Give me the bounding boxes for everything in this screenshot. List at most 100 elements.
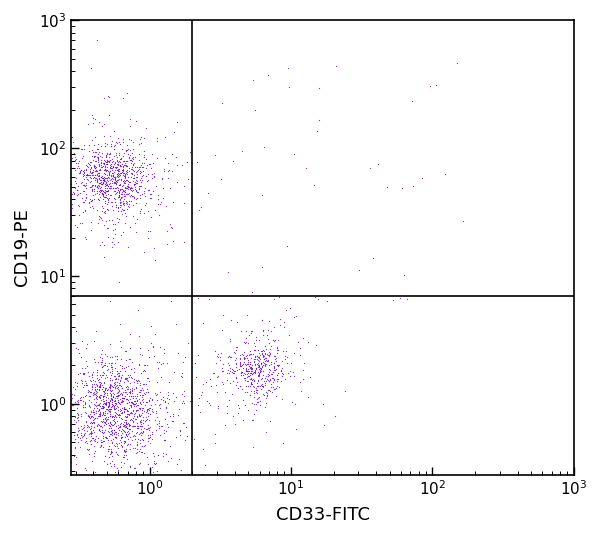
Point bbox=[243, 338, 253, 347]
Point bbox=[125, 403, 134, 412]
Point bbox=[116, 230, 125, 239]
Point bbox=[91, 390, 101, 399]
Point bbox=[92, 186, 101, 195]
Point bbox=[78, 424, 88, 432]
Point bbox=[154, 200, 163, 209]
Point bbox=[107, 395, 116, 404]
Point bbox=[113, 466, 122, 474]
Point bbox=[102, 473, 112, 481]
Point bbox=[55, 404, 65, 412]
Point bbox=[227, 390, 237, 398]
Point bbox=[274, 383, 284, 391]
Point bbox=[265, 387, 274, 395]
Point bbox=[134, 430, 144, 438]
Point bbox=[16, 351, 26, 360]
Point bbox=[101, 167, 110, 176]
Point bbox=[156, 489, 166, 498]
Point bbox=[254, 369, 263, 378]
Point bbox=[87, 419, 97, 427]
Point bbox=[136, 178, 146, 187]
Point bbox=[76, 168, 85, 176]
Point bbox=[138, 395, 148, 403]
Point bbox=[94, 381, 104, 390]
Point bbox=[110, 173, 119, 182]
Point bbox=[120, 447, 130, 455]
Point bbox=[114, 368, 124, 377]
Point bbox=[274, 345, 283, 354]
Point bbox=[83, 387, 93, 396]
Point bbox=[151, 400, 160, 408]
Point bbox=[94, 140, 103, 148]
Point bbox=[94, 410, 103, 418]
Point bbox=[102, 157, 112, 165]
Point bbox=[107, 402, 116, 411]
Point bbox=[293, 337, 302, 346]
Point bbox=[107, 164, 117, 173]
Point bbox=[279, 323, 289, 331]
Point bbox=[254, 363, 264, 372]
Point bbox=[71, 344, 80, 352]
Point bbox=[260, 359, 270, 368]
Point bbox=[100, 184, 110, 192]
Point bbox=[98, 403, 107, 411]
Point bbox=[107, 396, 117, 404]
Point bbox=[152, 467, 161, 476]
Point bbox=[119, 186, 129, 195]
Point bbox=[99, 411, 109, 419]
Point bbox=[118, 429, 127, 437]
Point bbox=[166, 223, 175, 231]
Point bbox=[128, 432, 138, 440]
Point bbox=[89, 415, 99, 423]
Point bbox=[238, 361, 247, 369]
Point bbox=[112, 153, 122, 162]
Point bbox=[115, 407, 125, 416]
Point bbox=[103, 402, 112, 411]
Point bbox=[90, 182, 100, 190]
Point bbox=[211, 439, 220, 447]
Point bbox=[85, 195, 95, 204]
Point bbox=[121, 147, 131, 156]
Point bbox=[110, 384, 120, 393]
Point bbox=[232, 346, 241, 354]
Point bbox=[250, 357, 259, 365]
Point bbox=[122, 182, 132, 191]
Point bbox=[123, 430, 133, 439]
Point bbox=[112, 165, 122, 174]
Point bbox=[149, 459, 158, 468]
Point bbox=[76, 443, 85, 452]
Point bbox=[255, 351, 265, 359]
Point bbox=[95, 408, 105, 416]
Point bbox=[139, 413, 148, 422]
Point bbox=[139, 427, 148, 436]
Point bbox=[253, 386, 262, 394]
Point bbox=[144, 159, 154, 168]
Point bbox=[231, 343, 241, 352]
Point bbox=[247, 380, 256, 388]
Point bbox=[92, 391, 102, 400]
Point bbox=[161, 427, 170, 436]
Point bbox=[227, 365, 236, 373]
Point bbox=[247, 366, 256, 375]
Point bbox=[114, 426, 124, 434]
Point bbox=[100, 388, 109, 396]
Point bbox=[101, 160, 110, 169]
Point bbox=[124, 420, 134, 429]
Point bbox=[261, 372, 271, 380]
Point bbox=[86, 429, 95, 437]
Point bbox=[264, 361, 274, 369]
Point bbox=[118, 394, 128, 402]
Point bbox=[183, 339, 193, 348]
Point bbox=[388, 296, 397, 304]
Point bbox=[122, 395, 132, 403]
Point bbox=[110, 178, 119, 186]
Point bbox=[117, 390, 127, 398]
Point bbox=[118, 165, 128, 174]
Point bbox=[256, 374, 266, 383]
Point bbox=[67, 458, 76, 466]
Point bbox=[177, 398, 187, 407]
Point bbox=[134, 377, 143, 386]
Point bbox=[258, 361, 268, 369]
Point bbox=[98, 188, 107, 197]
Point bbox=[127, 374, 137, 383]
Point bbox=[133, 447, 142, 456]
